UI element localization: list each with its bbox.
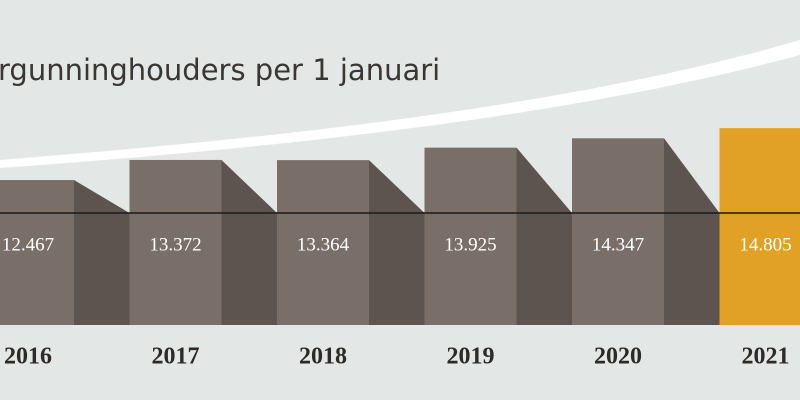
value-label: 14.347 <box>592 234 644 255</box>
value-label: 12.467 <box>2 234 54 255</box>
bar <box>424 147 517 325</box>
bar <box>719 128 800 325</box>
x-tick-label: 2021 <box>742 344 790 370</box>
bar-side <box>664 138 720 325</box>
value-label: 13.925 <box>444 234 496 255</box>
value-label: 13.364 <box>297 234 350 255</box>
bar <box>0 180 74 325</box>
x-tick-label: 2020 <box>594 344 642 370</box>
value-label: 14.805 <box>739 234 791 255</box>
swoosh <box>0 40 800 168</box>
bar <box>129 159 222 325</box>
chart-title: rgunninghouders per 1 januari <box>0 53 440 87</box>
bar-side <box>369 160 425 325</box>
x-tick-label: 2016 <box>4 344 52 370</box>
bar <box>277 160 369 325</box>
bars <box>0 128 800 325</box>
bar <box>572 138 664 325</box>
bar-side <box>221 159 277 325</box>
value-label: 13.372 <box>149 234 201 255</box>
x-tick-label: 2018 <box>299 344 347 370</box>
labels: 12.467 2016 13.372 2017 13.364 2018 13.925 2019… <box>2 234 792 369</box>
bar-side <box>516 147 572 325</box>
x-tick-label: 2017 <box>152 344 200 370</box>
x-tick-label: 2019 <box>447 344 495 370</box>
bar-side <box>74 180 130 325</box>
